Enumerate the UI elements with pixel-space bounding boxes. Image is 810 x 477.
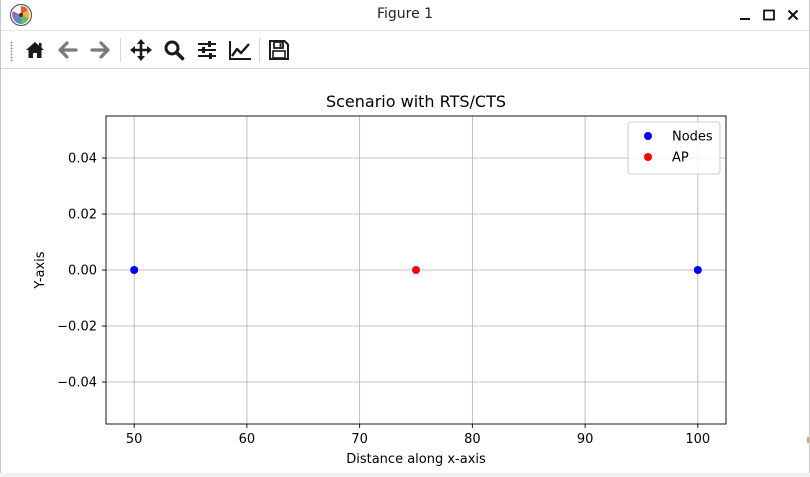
x-tick-label: 70 <box>351 432 368 447</box>
legend: Nodes AP <box>627 121 721 175</box>
y-tick-label: −0.04 <box>57 376 97 391</box>
y-tick-label: 0.00 <box>68 264 97 279</box>
nodes-point <box>693 266 702 274</box>
legend-marker-nodes <box>644 132 652 140</box>
y-tick-label: 0.02 <box>68 208 97 223</box>
close-icon <box>787 9 799 21</box>
zoom-icon <box>164 40 185 61</box>
subplots-button[interactable] <box>193 36 221 64</box>
y-tick-label: 0.04 <box>68 152 97 167</box>
scatter-chart[interactable]: 50 60 70 80 90 100 0.04 0.02 0.00 −0.02 −0.04 Sce… <box>2 69 808 473</box>
y-tick-label: −0.02 <box>57 320 97 335</box>
minimize-icon <box>740 18 750 20</box>
resize-handle[interactable] <box>807 437 809 443</box>
y-ticks: 0.04 0.02 0.00 −0.02 −0.04 <box>57 152 106 391</box>
save-button[interactable] <box>265 36 293 64</box>
ap-point <box>412 266 420 274</box>
chart-title: Scenario with RTS/CTS <box>326 92 506 111</box>
matplotlib-logo-icon <box>9 3 33 27</box>
zoom-button[interactable] <box>160 36 188 64</box>
home-button[interactable] <box>21 36 49 64</box>
maximize-button[interactable] <box>758 4 780 26</box>
y-axis-label: Y-axis <box>33 251 48 289</box>
edit-axis-button[interactable] <box>226 36 254 64</box>
x-axis-label: Distance along x-axis <box>346 452 486 467</box>
legend-marker-ap <box>644 153 652 161</box>
back-button[interactable] <box>54 36 82 64</box>
legend-label-ap: AP <box>672 151 689 166</box>
x-ticks: 50 60 70 80 90 100 <box>126 424 710 447</box>
title-bar: Figure 1 <box>1 0 809 31</box>
legend-label-nodes: Nodes <box>672 130 713 145</box>
nodes-point <box>130 266 139 274</box>
close-button[interactable] <box>782 4 804 26</box>
x-tick-label: 90 <box>577 432 594 447</box>
x-tick-label: 100 <box>685 432 710 447</box>
arrow-left-icon <box>58 41 78 59</box>
minimize-button[interactable] <box>734 4 756 26</box>
maximize-icon <box>763 9 775 21</box>
navigation-toolbar <box>1 31 809 69</box>
data-points <box>130 266 702 274</box>
arrow-right-icon <box>90 41 110 59</box>
x-tick-label: 50 <box>126 432 143 447</box>
home-icon <box>26 42 44 58</box>
x-tick-label: 80 <box>464 432 481 447</box>
toolbar-separator <box>120 38 121 62</box>
window-title: Figure 1 <box>376 6 434 22</box>
pan-button[interactable] <box>127 36 155 64</box>
x-tick-label: 60 <box>239 432 256 447</box>
toolbar-separator <box>259 38 260 62</box>
forward-button[interactable] <box>86 36 114 64</box>
chart-line-icon <box>229 41 251 60</box>
figure-canvas[interactable]: 50 60 70 80 90 100 0.04 0.02 0.00 −0.02 −0.04 Sce… <box>2 69 808 473</box>
save-icon <box>269 40 289 60</box>
toolbar-grip[interactable] <box>10 41 13 61</box>
sliders-icon <box>198 41 216 59</box>
move-icon <box>130 39 152 61</box>
